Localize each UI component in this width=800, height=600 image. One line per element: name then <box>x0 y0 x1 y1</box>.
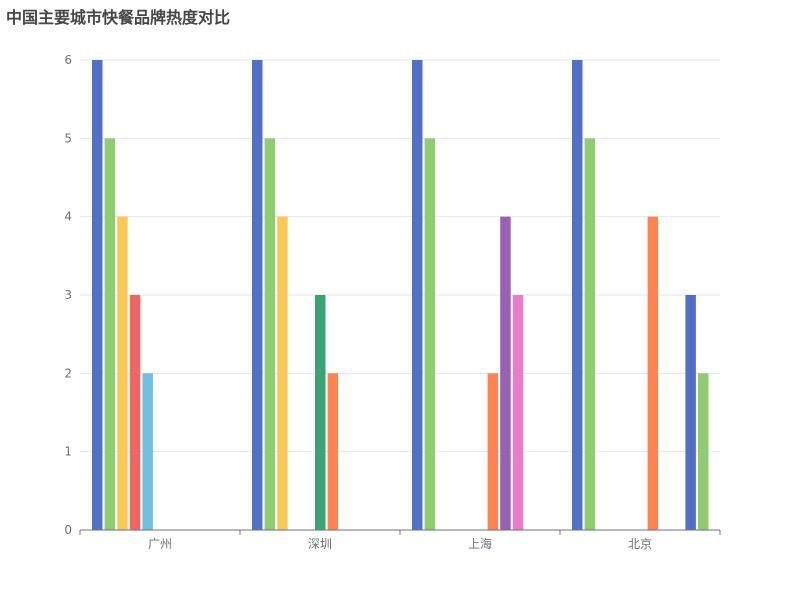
bar-深圳-1 <box>264 138 276 531</box>
bar-上海-7 <box>500 216 511 530</box>
y-tick-label: 3 <box>64 288 72 302</box>
bar-上海-8 <box>512 295 524 530</box>
bar-广州-0 <box>92 60 103 530</box>
bar-上海-1 <box>424 138 436 531</box>
bar-上海-6 <box>487 373 499 530</box>
bar-广州-1 <box>104 138 116 531</box>
x-category-label: 广州 <box>148 537 172 551</box>
y-tick-label: 1 <box>64 445 72 459</box>
bar-深圳-5 <box>315 295 326 530</box>
y-tick-label: 0 <box>64 523 72 537</box>
bar-深圳-6 <box>327 373 339 530</box>
chart-title: 中国主要城市快餐品牌热度对比 <box>6 8 231 27</box>
x-category-label: 北京 <box>628 537 652 551</box>
bar-北京-1 <box>584 138 596 531</box>
y-tick-label: 5 <box>64 131 72 145</box>
bar-北京-9 <box>685 295 696 530</box>
y-tick-label: 4 <box>64 210 72 224</box>
bar-深圳-0 <box>252 60 263 530</box>
x-category-label: 上海 <box>468 536 492 551</box>
bar-深圳-2 <box>277 216 288 530</box>
bar-广州-2 <box>117 216 128 530</box>
y-tick-label: 2 <box>64 366 72 380</box>
bar-广州-3 <box>129 295 141 530</box>
bar-广州-4 <box>142 373 153 530</box>
bar-北京-6 <box>647 216 659 530</box>
bar-上海-0 <box>412 60 423 530</box>
y-tick-label: 6 <box>64 53 72 67</box>
bar-北京-0 <box>572 60 583 530</box>
bar-北京-10 <box>698 373 709 530</box>
x-category-label: 深圳 <box>308 537 332 551</box>
